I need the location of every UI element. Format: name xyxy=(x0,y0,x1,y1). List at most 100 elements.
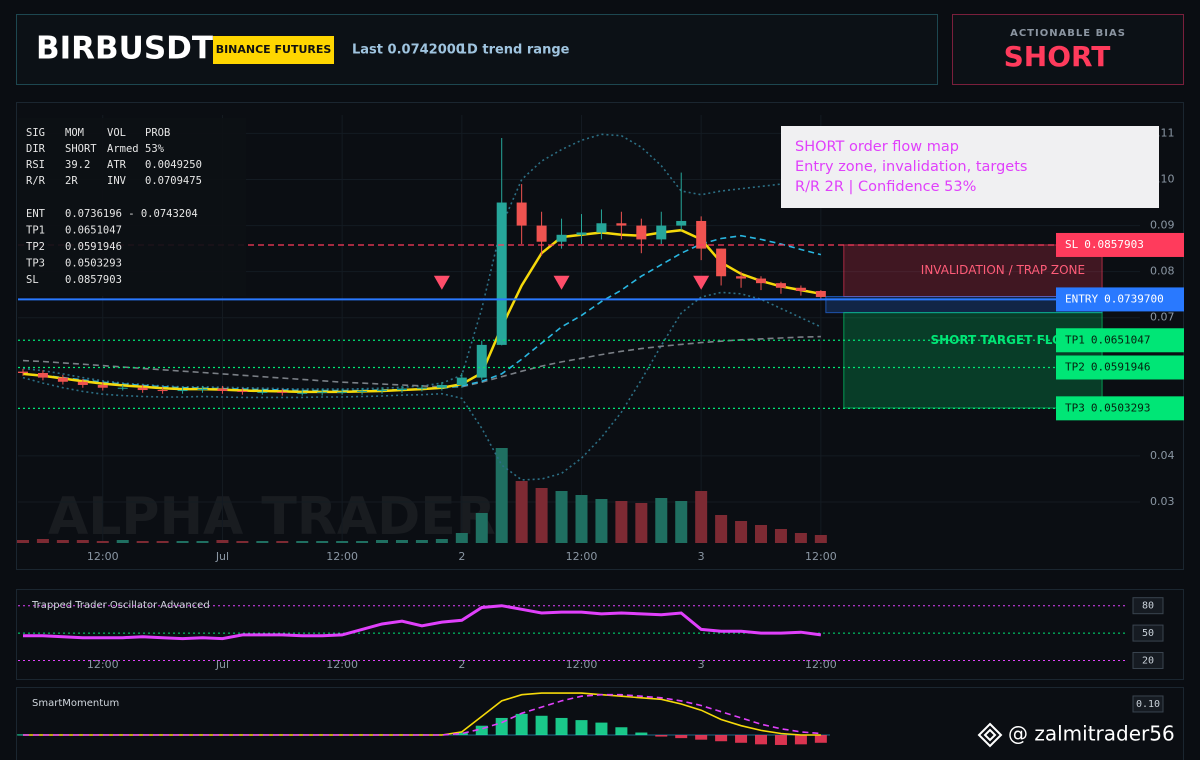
momentum-bar xyxy=(794,735,807,745)
momentum-bar xyxy=(455,732,468,736)
candle-body xyxy=(556,234,567,242)
candle-body xyxy=(676,220,687,226)
oscillator-panel xyxy=(16,589,1184,680)
volume-bar xyxy=(156,541,169,543)
candle-body xyxy=(616,223,627,226)
candle-body xyxy=(436,384,447,388)
volume-bar xyxy=(495,448,508,543)
level-value: 0.0591946 xyxy=(1091,360,1151,373)
level-value: 0.0739700 xyxy=(1104,292,1164,305)
momentum-bar xyxy=(774,735,787,745)
x-tick-label: 3 xyxy=(698,550,705,563)
candle-body xyxy=(197,388,208,391)
volume-bar xyxy=(435,539,448,543)
volume-bar xyxy=(555,491,568,543)
candle-body xyxy=(795,287,806,291)
level-tag xyxy=(1056,232,1184,257)
x-tick-label: 12:00 xyxy=(566,658,598,671)
volume-bar xyxy=(296,541,309,543)
zone-label: INVALIDATION / TRAP ZONE xyxy=(921,263,1085,277)
volume-bar xyxy=(395,540,408,543)
candle-body xyxy=(775,283,786,288)
panel-title: Trapped Trader Oscillator Advanced xyxy=(31,600,210,611)
candle-body xyxy=(536,225,547,242)
level-value: 0.0651047 xyxy=(1091,333,1151,346)
candle-body xyxy=(736,276,747,279)
candle-body xyxy=(17,371,28,373)
candle-body xyxy=(716,248,727,277)
volume-bar xyxy=(635,503,648,543)
stats-cell: RSI xyxy=(26,159,45,171)
volume-bar xyxy=(415,540,428,543)
candle-body xyxy=(157,390,168,392)
stats-cell: 0.0049250 xyxy=(145,159,202,171)
candle-body xyxy=(815,290,826,297)
candle-body xyxy=(496,202,507,345)
badge-bg xyxy=(213,36,334,64)
badge: BINANCE FUTURES xyxy=(216,43,332,56)
last-price: Last 0.0742000 xyxy=(352,43,465,58)
volume-bar xyxy=(76,540,89,543)
volume-bar xyxy=(774,529,787,543)
volume-bar xyxy=(675,501,688,543)
x-tick-label: 12:00 xyxy=(326,658,358,671)
sell-signal xyxy=(433,275,450,290)
volume-bar xyxy=(176,541,189,543)
stats-text: SIG MOM VOL PROB DIR SHORT Armed 53% RSI 39.2 ATR 0… xyxy=(26,127,202,286)
volume-bar xyxy=(196,541,209,543)
y-tick-label: 0.09 xyxy=(1150,219,1175,232)
volume-bar xyxy=(56,540,69,543)
volume-bar xyxy=(615,501,628,543)
volume-bar xyxy=(116,540,129,543)
volume-bar xyxy=(735,521,748,543)
stats-cell: R/R xyxy=(26,175,46,187)
note-line: Entry zone, invalidation, targets xyxy=(795,159,1027,175)
volume-bar xyxy=(595,499,608,543)
x-tick-label: 2 xyxy=(458,550,465,563)
sell-signal xyxy=(553,275,570,290)
y-tick-label: 0.10 xyxy=(1136,699,1160,710)
stats-cell: ATR xyxy=(107,159,127,171)
momentum-bar xyxy=(535,715,548,736)
volume-bar xyxy=(336,541,349,543)
bias-box xyxy=(952,14,1184,85)
overlay-line xyxy=(22,291,822,481)
level-name: TP2 xyxy=(1065,360,1085,373)
volume-bar xyxy=(136,541,149,543)
candle-body xyxy=(656,225,667,240)
level-tag xyxy=(1056,328,1184,353)
momentum-bar xyxy=(475,725,488,736)
volume-bar xyxy=(794,533,807,543)
candle-body xyxy=(57,377,68,382)
x-tick-label: 2 xyxy=(458,658,465,671)
volume-bar xyxy=(16,540,29,543)
stats-level: TP1 xyxy=(26,225,45,237)
volume-bar xyxy=(376,540,389,543)
notes-text: SHORT order flow map Entry zone, invalida… xyxy=(795,139,1027,195)
momentum-bar xyxy=(575,720,588,736)
symbol: BIRBUSDT xyxy=(36,31,213,67)
y-tick-label: 20 xyxy=(1142,655,1154,666)
x-tick-label: Jul xyxy=(215,550,229,563)
momentum-bar xyxy=(715,735,728,742)
level-tag xyxy=(1056,355,1184,380)
stats-level: ENT xyxy=(26,208,46,220)
momentum-bar xyxy=(755,735,768,745)
stats-cell: MOM xyxy=(65,127,84,139)
momentum-bar xyxy=(16,734,29,736)
volume-bar xyxy=(455,533,468,543)
tick-box xyxy=(1132,624,1164,642)
candle-body xyxy=(357,390,368,392)
level-tag xyxy=(1056,287,1184,312)
candle-body xyxy=(77,381,88,385)
y-tick-label: 0.07 xyxy=(1150,311,1175,324)
momentum-bar xyxy=(635,732,648,736)
panel-title: SmartMomentum xyxy=(32,698,119,709)
volume-bar xyxy=(216,540,229,543)
x-tick-label: 12:00 xyxy=(805,658,837,671)
y-tick-label: 80 xyxy=(1142,601,1154,612)
y-tick-label: 0.03 xyxy=(1150,495,1175,508)
candle-body xyxy=(636,225,647,240)
candle-body xyxy=(596,223,607,233)
